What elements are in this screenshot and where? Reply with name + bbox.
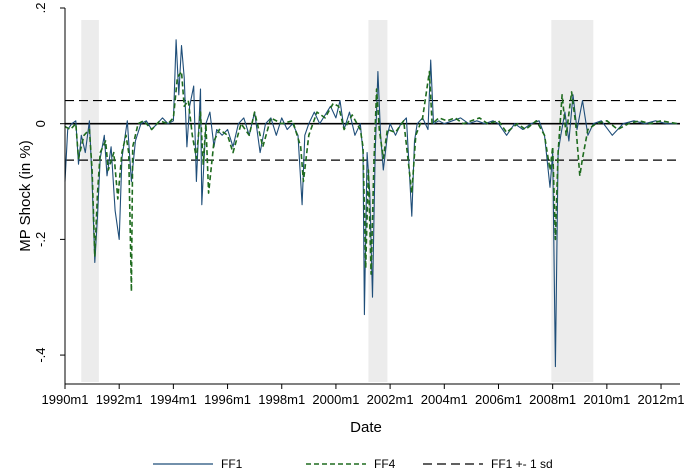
- y-tick-label: 0: [33, 120, 48, 127]
- x-tick-label: 2008m1: [529, 392, 576, 407]
- legend-label-1: FF1: [221, 457, 243, 471]
- tick-layer: 1990m1 1992m1 1994m1 1996m1 1998m1 2000m1 2002…: [33, 3, 685, 407]
- series-line-ff1: [64, 39, 678, 368]
- recession-band-2: [368, 20, 388, 382]
- x-tick-label: 1998m1: [258, 392, 305, 407]
- y-tick-label: .2: [33, 3, 48, 14]
- y-tick-label: -.2: [33, 232, 48, 247]
- x-axis-title: Date: [350, 419, 382, 436]
- series-line-ff4: [64, 70, 678, 293]
- x-tick-label: 1992m1: [96, 392, 143, 407]
- legend-label-3: FF1 +- 1 sd: [491, 457, 553, 471]
- legend: FF1 FF4 FF1 +- 1 sd: [153, 457, 553, 471]
- y-tick-label: -.4: [33, 347, 48, 362]
- x-tick-label: 2012m1: [638, 392, 685, 407]
- axis-layer: [64, 8, 680, 385]
- series-layer: [64, 39, 678, 368]
- x-tick-label: 2002m1: [367, 392, 414, 407]
- x-tick-label: 2006m1: [475, 392, 522, 407]
- x-tick-label: 1994m1: [150, 392, 197, 407]
- legend-label-2: FF4: [374, 457, 396, 471]
- recession-shading-layer: [81, 20, 594, 382]
- x-tick-label: 1996m1: [204, 392, 251, 407]
- recession-band-1: [81, 20, 99, 382]
- x-tick-label: 2004m1: [421, 392, 468, 407]
- x-tick-label: 2000m1: [312, 392, 359, 407]
- x-tick-label: 2010m1: [583, 392, 630, 407]
- y-axis-title: MP Shock (in %): [17, 140, 34, 251]
- x-tick-label: 1990m1: [42, 392, 89, 407]
- recession-band-3: [551, 20, 594, 382]
